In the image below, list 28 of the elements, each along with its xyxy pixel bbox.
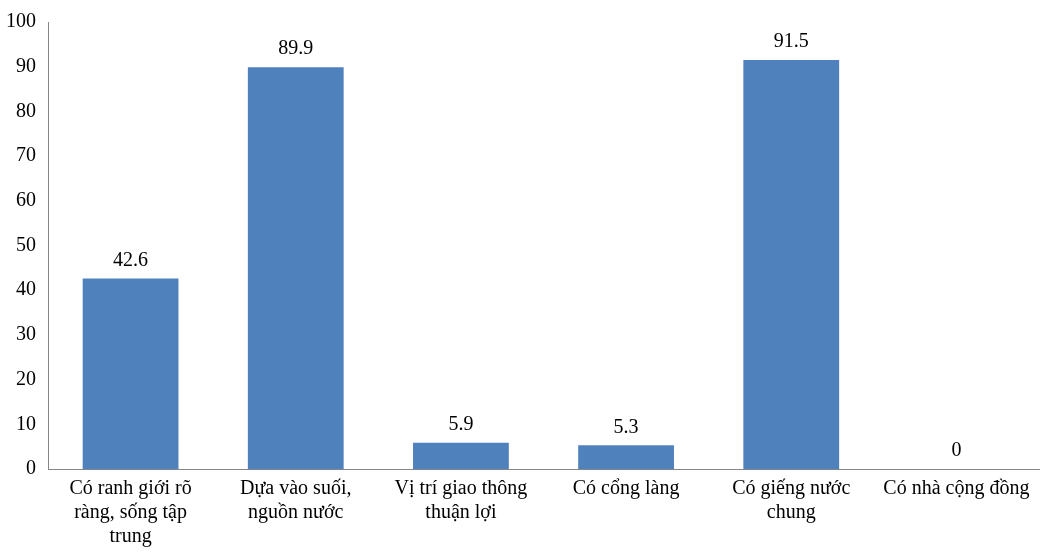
- y-tick-label: 70: [16, 143, 36, 166]
- bar: [413, 442, 509, 469]
- y-tick-label: 40: [16, 277, 36, 300]
- x-tick-label: Dựa vào suối, nguồn nước: [240, 476, 352, 524]
- y-tick-label: 60: [16, 188, 36, 211]
- data-label: 42.6: [113, 247, 149, 270]
- bar: [578, 445, 674, 469]
- bar: [743, 60, 840, 469]
- x-tick-label: Có giếng nước chung: [732, 476, 851, 524]
- y-tick-label: 50: [16, 232, 36, 255]
- bar: [82, 278, 179, 469]
- data-label: 89.9: [278, 36, 314, 59]
- y-tick-label: 100: [6, 9, 36, 32]
- data-label: 0: [951, 438, 962, 461]
- y-tick-label: 0: [26, 456, 36, 479]
- y-tick-label: 90: [16, 53, 36, 76]
- data-label: 5.9: [448, 411, 474, 434]
- x-tick-label: Có nhà cộng đồng: [883, 476, 1030, 500]
- y-tick-label: 20: [16, 366, 36, 389]
- x-tick-label: Có ranh giới rõ ràng, sống tập trung: [69, 476, 192, 548]
- x-tick-label: Vị trí giao thông thuận lợi: [394, 476, 528, 523]
- data-label: 91.5: [773, 29, 809, 52]
- y-tick-label: 10: [16, 411, 36, 434]
- y-tick-label: 80: [16, 98, 36, 121]
- x-tick-label: Có cổng làng: [572, 476, 680, 500]
- y-tick-label: 30: [16, 322, 36, 345]
- bar: [247, 67, 344, 469]
- data-label: 5.3: [613, 414, 639, 437]
